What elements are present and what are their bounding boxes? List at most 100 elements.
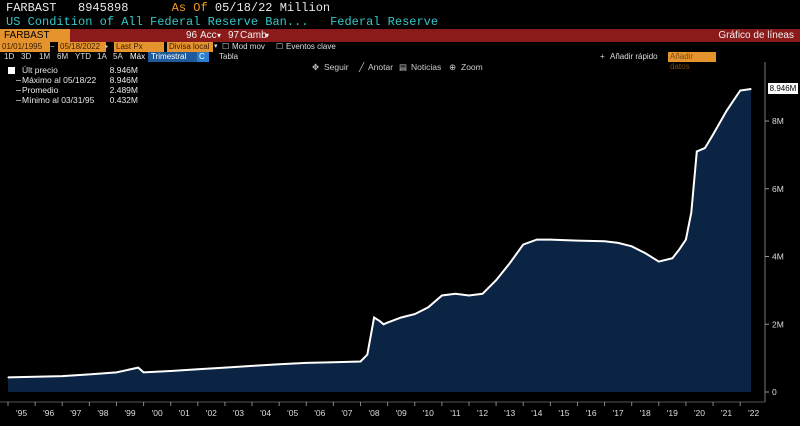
x-tick-label: '98 bbox=[97, 408, 108, 418]
mod-mov-checkbox-icon[interactable]: ☐ bbox=[222, 42, 230, 51]
data-point bbox=[366, 354, 368, 356]
legend-avg-value: 2.489M bbox=[109, 85, 138, 95]
calendar-icon[interactable]: ▪ bbox=[105, 42, 108, 51]
ticker-id: FARBAST bbox=[6, 1, 57, 15]
x-axis: '95 '96 '97 '98 '99 '00 '01 '02 '03 '04 '05 '06 '07 '… bbox=[0, 401, 765, 418]
legend-max-value: 8.946M bbox=[109, 75, 138, 85]
period-3d[interactable]: 3D bbox=[21, 52, 32, 61]
y-tick-label: 0 bbox=[772, 387, 777, 397]
camb-button[interactable]: Camb bbox=[240, 30, 267, 41]
x-tick-label: '19 bbox=[667, 408, 678, 418]
period-ytd[interactable]: YTD bbox=[75, 52, 91, 61]
data-point bbox=[251, 365, 253, 367]
data-point bbox=[617, 242, 619, 244]
date-separator: − bbox=[50, 42, 55, 51]
news-icon[interactable]: ▤ bbox=[399, 62, 408, 72]
data-point bbox=[726, 110, 728, 112]
acc-button[interactable]: Acc bbox=[200, 30, 217, 41]
security-field[interactable]: FARBAST Index bbox=[0, 29, 70, 54]
quick-add-plus-icon[interactable]: + bbox=[600, 52, 605, 61]
legend-last-label: Últ precio bbox=[22, 65, 58, 75]
legend-tick bbox=[16, 90, 21, 91]
data-point bbox=[522, 244, 524, 246]
data-point bbox=[373, 316, 375, 319]
chart-canvas[interactable]: 0 2M 4M 6M 8M '95 '96 '97 '98 '99 '00 '01 '02 '03 '04… bbox=[0, 62, 800, 426]
x-tick-label: '10 bbox=[423, 408, 434, 418]
add-data-field[interactable]: Añadir datos bbox=[668, 52, 716, 71]
acc-dropdown-icon[interactable]: ▾ bbox=[217, 31, 222, 40]
eventos-checkbox-icon[interactable]: ☐ bbox=[276, 42, 284, 51]
legend-tick bbox=[16, 100, 21, 101]
x-tick-label: '00 bbox=[152, 408, 163, 418]
x-tick-label: '15 bbox=[558, 408, 569, 418]
news-button[interactable]: Noticias bbox=[411, 62, 442, 72]
y-axis: 0 2M 4M 6M 8M bbox=[764, 62, 784, 402]
data-point bbox=[115, 371, 118, 373]
data-point bbox=[197, 368, 199, 370]
x-tick-label: '14 bbox=[531, 408, 542, 418]
date-controls-row: 01/01/1995 − 05/18/2022 ▪ Last Px Divisa… bbox=[0, 42, 800, 52]
command-bar: FARBAST Index 96 Acc ▾ 97 Camb ▾ Gráfico… bbox=[0, 29, 800, 54]
chart-legend: Últ precio 8.946M Máximo al 05/18/22 8.9… bbox=[4, 65, 138, 106]
legend-row-max: Máximo al 05/18/22 8.946M bbox=[4, 75, 138, 86]
period-row: 1D 3D 1M 6M YTD 1A 5A Máx Trimestral C T… bbox=[0, 52, 800, 71]
legend-swatch bbox=[8, 67, 15, 74]
currency-selector[interactable]: Divisa local bbox=[167, 42, 213, 52]
data-point bbox=[658, 261, 660, 263]
start-date-field[interactable]: 01/01/1995 bbox=[0, 42, 50, 52]
period-max[interactable]: Máx bbox=[130, 52, 146, 61]
field-selector[interactable]: Last Px bbox=[114, 42, 164, 52]
x-tick-label: '95 bbox=[16, 408, 27, 418]
header-line-1: FARBAST 8945898 As Of 05/18/22 Million bbox=[6, 1, 330, 15]
camb-num: 97 bbox=[228, 30, 240, 41]
period-6m[interactable]: 6M bbox=[57, 52, 69, 61]
x-tick-label: '03 bbox=[233, 408, 244, 418]
follow-icon[interactable]: ✥ bbox=[312, 62, 320, 72]
annotate-icon[interactable]: ╱ bbox=[359, 62, 365, 72]
mod-mov-label[interactable]: Mod mov bbox=[232, 42, 265, 51]
zoom-icon[interactable]: ⊕ bbox=[449, 62, 457, 72]
y-tick-label: 6M bbox=[772, 184, 784, 194]
x-tick-label: '18 bbox=[640, 408, 651, 418]
x-tick-label: '11 bbox=[450, 408, 461, 418]
x-tick-label: '21 bbox=[721, 408, 732, 418]
quick-add-button[interactable]: Añadir rápido bbox=[610, 52, 658, 61]
zoom-button[interactable]: Zoom bbox=[461, 62, 483, 72]
data-point bbox=[170, 370, 172, 372]
data-point bbox=[454, 293, 456, 295]
period-1m[interactable]: 1M bbox=[39, 52, 51, 61]
data-point bbox=[400, 316, 402, 319]
plot-area bbox=[7, 88, 752, 392]
data-point bbox=[143, 371, 145, 373]
camb-dropdown-icon[interactable]: ▾ bbox=[265, 31, 270, 40]
follow-button[interactable]: Seguir bbox=[324, 62, 349, 72]
data-point bbox=[378, 320, 381, 322]
data-point bbox=[414, 313, 416, 315]
data-point bbox=[224, 367, 226, 369]
period-1a[interactable]: 1A bbox=[97, 52, 107, 61]
data-point bbox=[690, 211, 692, 214]
end-date-field[interactable]: 05/18/2022 bbox=[58, 42, 106, 52]
data-point bbox=[712, 134, 714, 136]
data-point bbox=[644, 252, 646, 254]
data-point bbox=[481, 293, 484, 295]
data-point bbox=[536, 239, 538, 241]
data-point bbox=[549, 239, 551, 241]
frequency-tag[interactable]: C bbox=[197, 52, 209, 62]
currency-dropdown-icon[interactable]: ▾ bbox=[214, 43, 218, 50]
x-tick-label: '04 bbox=[260, 408, 271, 418]
x-tick-label: '01 bbox=[179, 408, 190, 418]
period-5a[interactable]: 5A bbox=[113, 52, 123, 61]
last-value-tag: 8.946M bbox=[768, 83, 798, 94]
legend-row-last: Últ precio 8.946M bbox=[4, 65, 138, 76]
frequency-selector[interactable]: Trimestral bbox=[148, 52, 198, 62]
table-button[interactable]: Tabla bbox=[219, 52, 239, 61]
x-tick-label: '08 bbox=[369, 408, 380, 418]
legend-tick bbox=[16, 80, 21, 81]
eventos-label[interactable]: Eventos clave bbox=[286, 42, 336, 51]
x-tick-label: '06 bbox=[314, 408, 325, 418]
period-1d[interactable]: 1D bbox=[4, 52, 15, 61]
source-label: Federal Reserve bbox=[330, 15, 439, 29]
data-point bbox=[509, 262, 511, 264]
annotate-button[interactable]: Anotar bbox=[368, 62, 394, 72]
